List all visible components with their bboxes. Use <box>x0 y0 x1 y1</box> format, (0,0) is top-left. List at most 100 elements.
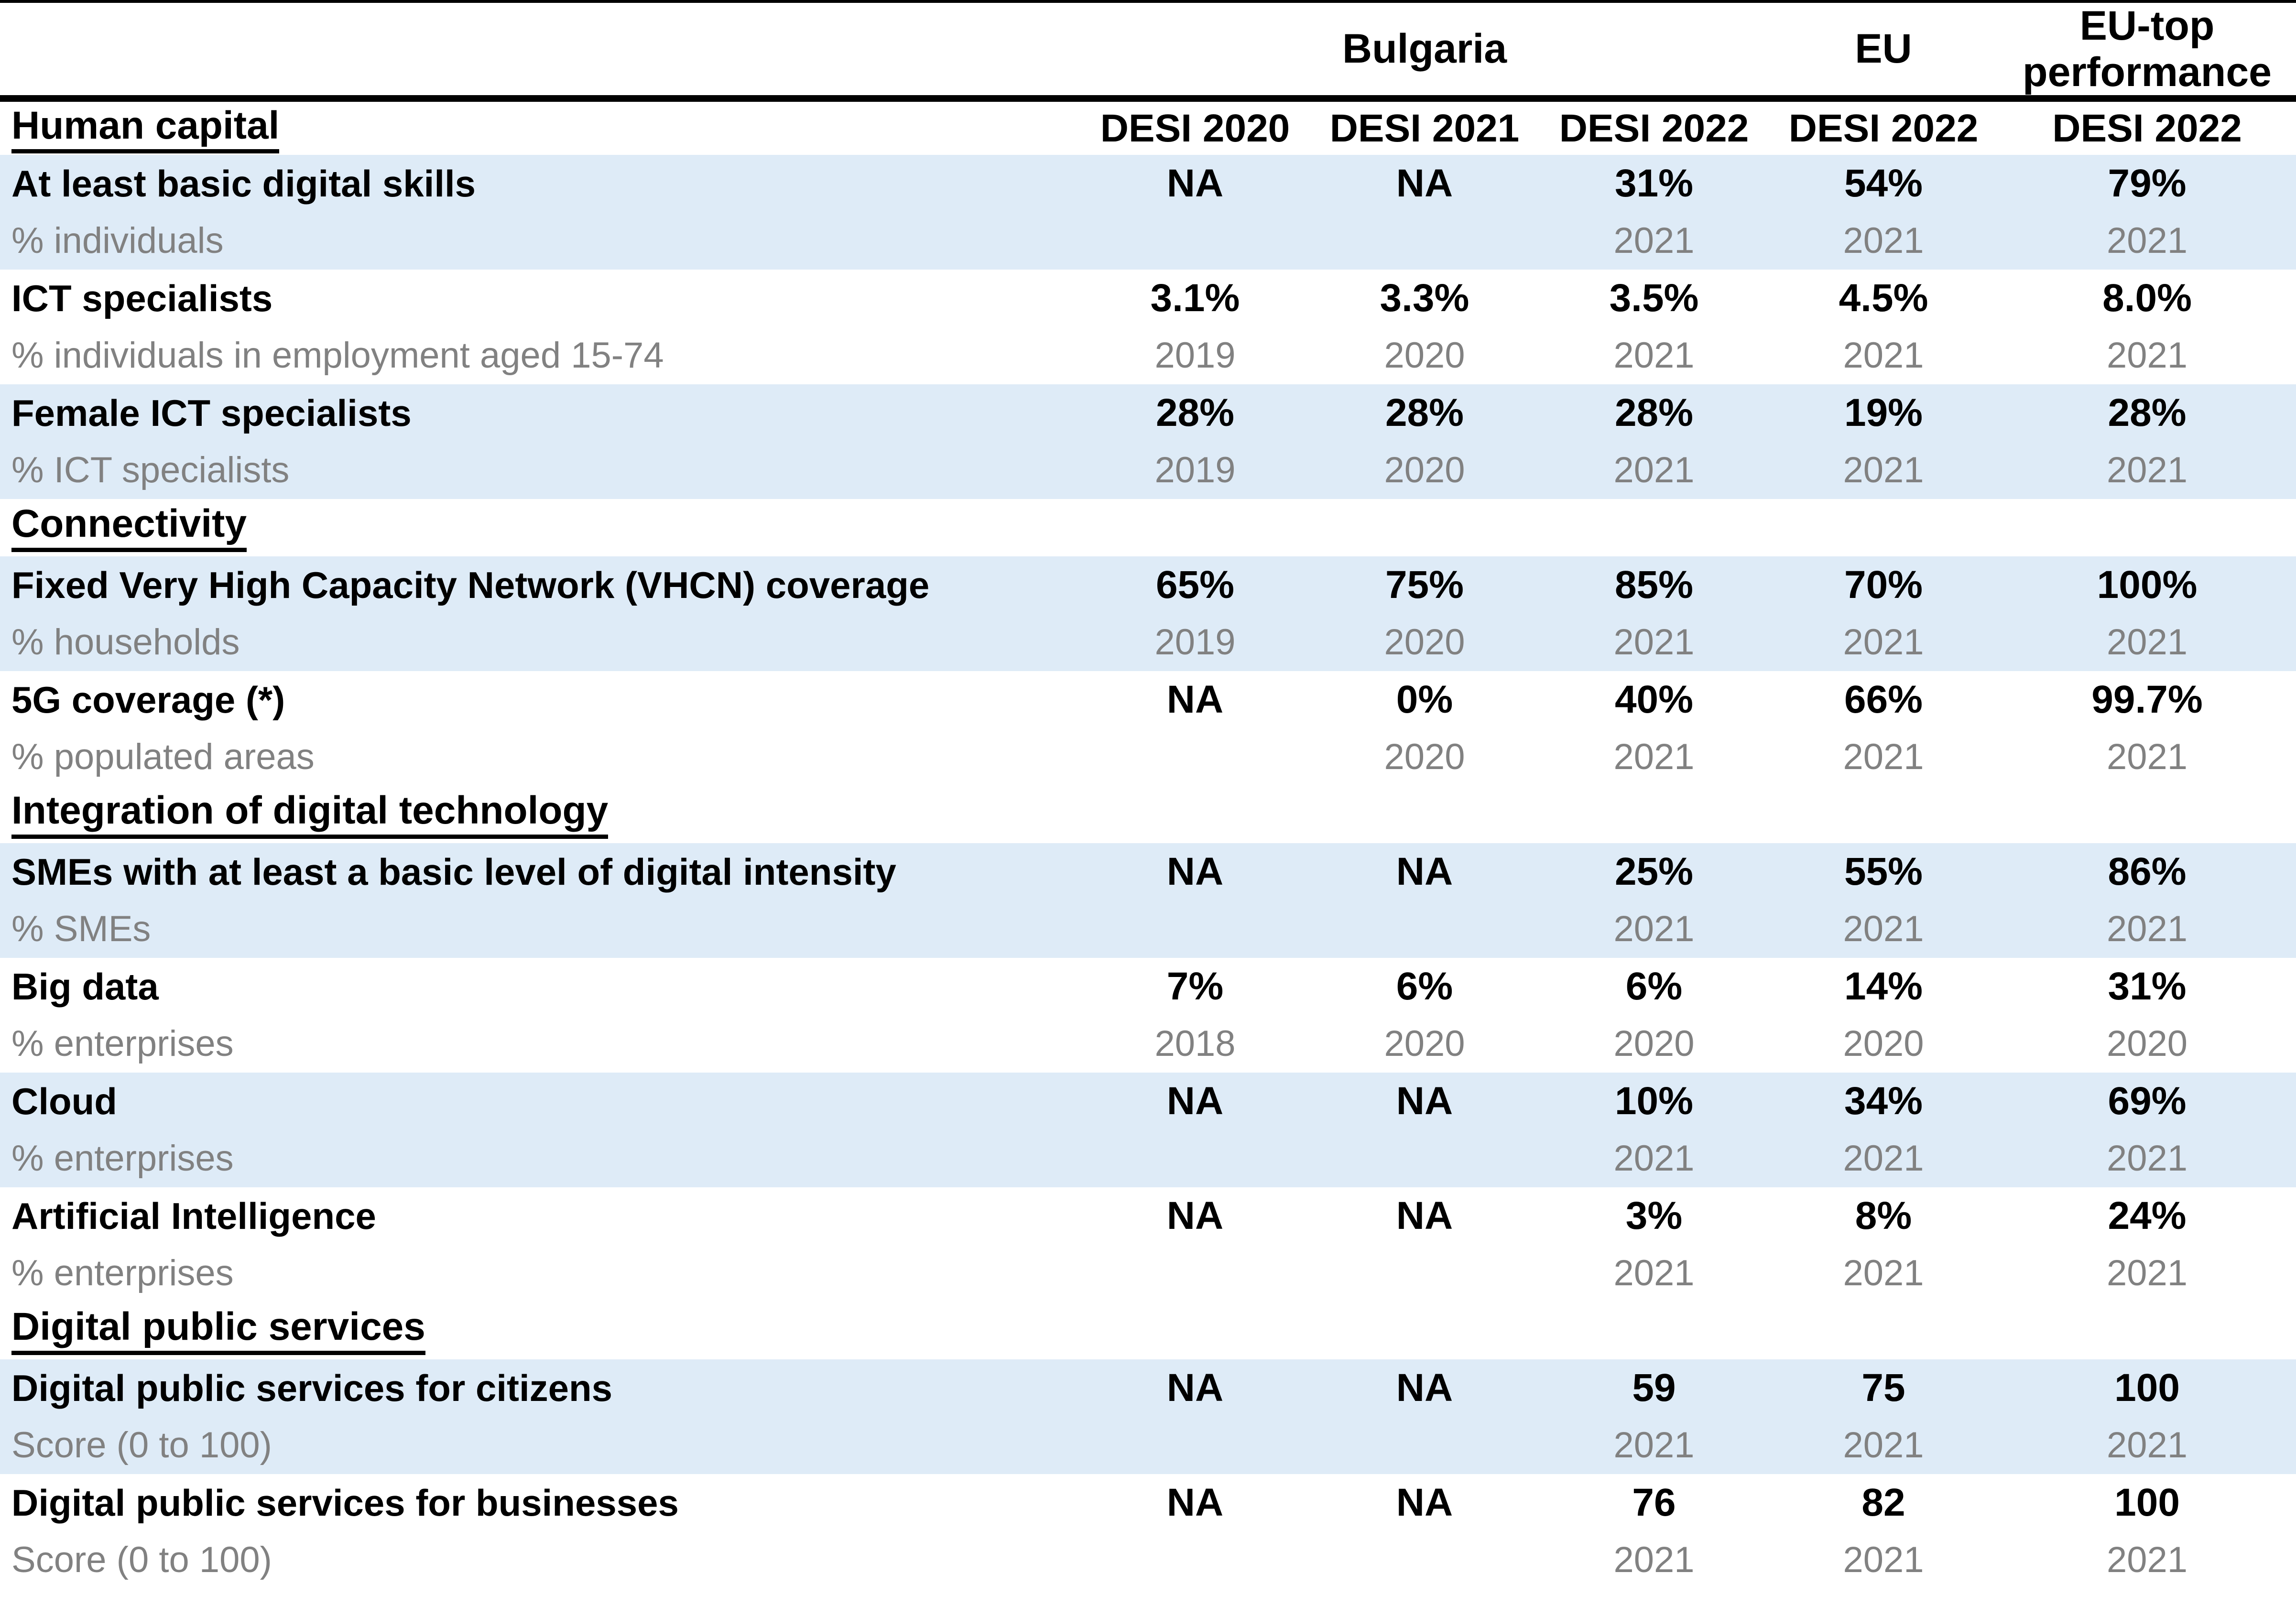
indicator-value: 6% <box>1625 965 1683 1008</box>
value-year: 2021 <box>1613 1540 1695 1580</box>
value-year: 2020 <box>1384 1023 1465 1064</box>
indicator-value: 8.0% <box>2102 276 2192 320</box>
value-cell: NA <box>1310 155 1539 270</box>
indicator-name: Digital public services for citizens <box>11 1367 613 1409</box>
value-year <box>1310 1245 1539 1302</box>
indicator-value: 14% <box>1844 965 1923 1008</box>
country-header-eu: EU <box>1769 3 1999 102</box>
indicator-value: 100 <box>2114 1481 2180 1524</box>
value-cell: 100 2021 <box>1998 1474 2296 1589</box>
indicator-value: NA <box>1396 162 1453 205</box>
indicator-name: Female ICT specialists <box>11 392 412 434</box>
value-year: 2020 <box>1613 1023 1695 1064</box>
indicator-value: 82 <box>1861 1481 1905 1524</box>
value-year: 2021 <box>1843 335 1924 376</box>
value-year: 2021 <box>2106 1253 2188 1293</box>
value-cell: 31% 2020 <box>1998 958 2296 1073</box>
indicator-name: Digital public services for businesses <box>11 1482 679 1524</box>
value-cell: 28% 2020 <box>1310 384 1539 499</box>
value-year: 2021 <box>1613 1138 1695 1179</box>
indicator-value: NA <box>1396 1079 1453 1123</box>
indicator-value: 86% <box>2108 850 2187 893</box>
value-cell: 59 2021 <box>1539 1359 1769 1474</box>
indicator-cell: Cloud % enterprises <box>0 1073 1080 1187</box>
value-year: 2020 <box>1384 737 1465 777</box>
value-year: 2021 <box>1843 1540 1924 1580</box>
indicator-value: 69% <box>2108 1079 2187 1123</box>
indicator-value: 4.5% <box>1839 276 1928 320</box>
indicator-value: NA <box>1396 1366 1453 1410</box>
indicator-value: NA <box>1166 1481 1224 1524</box>
indicator-value: NA <box>1166 678 1224 721</box>
indicator-value: 3.1% <box>1150 276 1240 320</box>
value-year <box>1080 212 1310 270</box>
value-year <box>1080 1531 1310 1589</box>
value-cell: 3.1% 2019 <box>1080 270 1310 384</box>
section-header-row-connectivity: Connectivity <box>0 499 2296 556</box>
indicator-value: 3.5% <box>1609 276 1699 320</box>
indicator-value: 70% <box>1844 563 1923 607</box>
value-cell: NA <box>1310 1359 1539 1474</box>
indicator-unit: % SMEs <box>11 909 151 949</box>
table-row: ICT specialists % individuals in employm… <box>0 270 2296 384</box>
value-year <box>1080 728 1310 786</box>
value-cell: NA <box>1310 1187 1539 1302</box>
indicator-value: 34% <box>1844 1079 1923 1123</box>
desi-year-header: DESI 2022 <box>2052 106 2242 150</box>
indicator-cell: 5G coverage (*) % populated areas <box>0 671 1080 786</box>
indicator-value: 66% <box>1844 678 1923 721</box>
indicator-cell: Female ICT specialists % ICT specialists <box>0 384 1080 499</box>
indicator-name: SMEs with at least a basic level of digi… <box>11 851 896 893</box>
section-title-integration: Integration of digital technology <box>11 790 609 839</box>
column-header-row: Human capital DESI 2020 DESI 2021 DESI 2… <box>0 98 2296 155</box>
value-cell: 75% 2020 <box>1310 556 1539 671</box>
value-year <box>1080 1245 1310 1302</box>
value-cell: 75 2021 <box>1769 1359 1998 1474</box>
indicator-value: 75 <box>1861 1366 1905 1410</box>
table-row: Digital public services for businesses S… <box>0 1474 2296 1589</box>
indicator-value: 59 <box>1632 1366 1676 1410</box>
value-cell: 76 2021 <box>1539 1474 1769 1589</box>
indicator-value: 100% <box>2097 563 2198 607</box>
country-header-eu-top: EU-top performance <box>1998 3 2296 102</box>
value-cell: 70% 2021 <box>1769 556 1998 671</box>
indicator-value: 24% <box>2108 1194 2187 1237</box>
indicator-value: 100 <box>2114 1366 2180 1410</box>
section-title-digital-public-services: Digital public services <box>11 1306 425 1355</box>
value-year <box>1080 1417 1310 1474</box>
indicator-value: 7% <box>1166 965 1224 1008</box>
value-cell: 69% 2021 <box>1998 1073 2296 1187</box>
value-cell: 8% 2021 <box>1769 1187 1998 1302</box>
value-cell: 31% 2021 <box>1539 155 1769 270</box>
indicator-value: NA <box>1396 850 1453 893</box>
value-year: 2019 <box>1154 450 1236 490</box>
indicator-value: 76 <box>1632 1481 1676 1524</box>
section-cell-human-capital: Human capital <box>0 98 1080 155</box>
indicator-value: 28% <box>2108 391 2187 434</box>
indicator-unit: % individuals in employment aged 15-74 <box>11 335 664 376</box>
value-year: 2021 <box>1843 220 1924 261</box>
value-year: 2021 <box>1843 1138 1924 1179</box>
indicator-unit: Score (0 to 100) <box>11 1425 272 1465</box>
value-cell: 82 2021 <box>1769 1474 1998 1589</box>
value-year <box>1080 1130 1310 1187</box>
indicator-value: 10% <box>1614 1079 1694 1123</box>
value-year: 2021 <box>1613 220 1695 261</box>
value-cell: 54% 2021 <box>1769 155 1998 270</box>
value-cell: NA <box>1310 1474 1539 1589</box>
indicator-value: NA <box>1166 162 1224 205</box>
indicator-cell: At least basic digital skills % individu… <box>0 155 1080 270</box>
value-year: 2021 <box>2106 737 2188 777</box>
value-year: 2021 <box>1843 1253 1924 1293</box>
value-cell: 6% 2020 <box>1539 958 1769 1073</box>
indicator-name: Fixed Very High Capacity Network (VHCN) … <box>11 564 930 606</box>
indicator-value: 65% <box>1155 563 1235 607</box>
section-header-row-digital-public-services: Digital public services <box>0 1302 2296 1359</box>
value-year: 2019 <box>1154 335 1236 376</box>
indicator-cell: ICT specialists % individuals in employm… <box>0 270 1080 384</box>
indicator-name: Big data <box>11 966 159 1008</box>
desi-year-header: DESI 2022 <box>1788 106 1979 150</box>
value-cell: NA <box>1080 671 1310 786</box>
indicator-value: 54% <box>1844 162 1923 205</box>
value-year: 2021 <box>2106 450 2188 490</box>
